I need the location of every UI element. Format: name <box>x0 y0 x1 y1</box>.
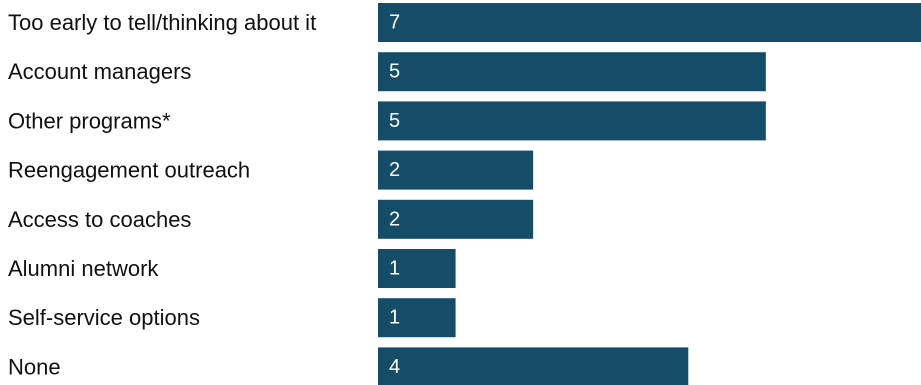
bars-layer <box>378 3 921 385</box>
bar <box>378 3 921 42</box>
value-labels-layer: 7 5 5 2 2 1 1 4 <box>389 12 400 378</box>
value-label: 7 <box>389 12 400 34</box>
category-labels-layer: Too early to tell/thinking about it Accou… <box>8 10 316 379</box>
category-label: Other programs* <box>8 108 171 133</box>
bar <box>378 249 456 288</box>
category-label: Self-service options <box>8 305 200 330</box>
bar <box>378 52 766 92</box>
category-label: Account managers <box>8 59 191 84</box>
value-label: 4 <box>389 356 400 378</box>
bar <box>378 150 534 190</box>
category-label: Access to coaches <box>8 207 191 232</box>
value-label: 1 <box>389 258 400 280</box>
category-label: Reengagement outreach <box>8 158 250 183</box>
value-label: 1 <box>389 307 400 329</box>
category-label: None <box>8 354 61 379</box>
bar <box>378 199 534 239</box>
value-label: 2 <box>389 159 400 181</box>
bar <box>378 298 456 338</box>
value-label: 5 <box>389 61 400 83</box>
category-label: Alumni network <box>8 256 159 281</box>
bar <box>378 101 766 141</box>
value-label: 2 <box>389 208 400 230</box>
bar <box>378 347 689 385</box>
category-label: Too early to tell/thinking about it <box>8 10 316 35</box>
value-label: 5 <box>389 110 400 132</box>
